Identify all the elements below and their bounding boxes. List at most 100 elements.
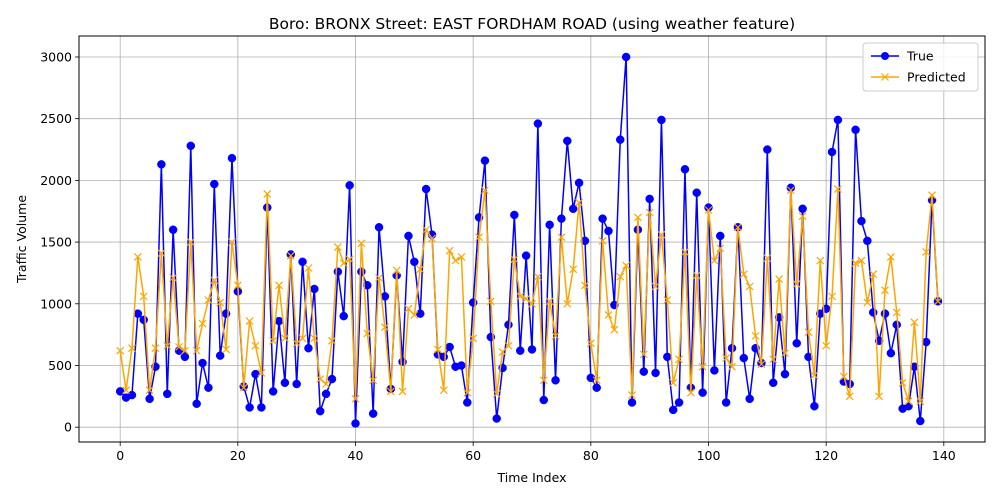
data-point-predicted	[116, 346, 125, 355]
data-point-true	[268, 387, 278, 396]
data-point-true	[127, 390, 137, 400]
data-point-true	[721, 398, 731, 407]
data-point-predicted	[745, 282, 754, 291]
data-point-predicted	[245, 317, 254, 325]
data-point-true	[533, 119, 543, 128]
data-point-predicted	[328, 336, 336, 345]
data-point-predicted	[216, 298, 225, 307]
data-point-predicted	[604, 310, 613, 319]
data-point-predicted	[239, 383, 248, 392]
data-point-true	[592, 383, 601, 392]
data-point-predicted	[928, 191, 936, 200]
data-point-true	[615, 135, 625, 144]
axis-ticks: 0 20 40 60 80 100 120 140 0 500 1000 1500 2000 2500 30…	[40, 49, 956, 463]
data-point-true	[204, 383, 213, 392]
data-point-true	[680, 165, 690, 174]
legend: True Predicted	[862, 42, 979, 92]
data-point-predicted	[445, 246, 454, 255]
data-point-predicted	[851, 259, 860, 267]
data-point-predicted	[151, 344, 160, 353]
data-point-predicted	[922, 248, 931, 256]
data-point-predicted	[486, 297, 495, 306]
data-point-predicted	[863, 298, 872, 307]
data-point-predicted	[792, 280, 801, 288]
data-point-predicted	[545, 297, 554, 306]
data-point-predicted	[139, 292, 148, 301]
data-point-predicted	[175, 343, 183, 351]
data-point-true	[363, 281, 372, 290]
data-point-true	[445, 342, 454, 352]
data-point-true	[463, 398, 472, 407]
data-point-true	[139, 315, 148, 325]
data-point-predicted	[698, 362, 707, 371]
data-point-true	[227, 153, 237, 163]
data-point-predicted	[710, 256, 719, 265]
data-point-true	[186, 141, 196, 151]
data-point-predicted	[304, 264, 313, 272]
x-tick-label: 20	[230, 448, 246, 463]
legend-marker-true	[881, 52, 889, 60]
data-point-predicted	[292, 339, 301, 348]
data-point-true	[315, 406, 325, 416]
y-tick-label: 1500	[40, 235, 72, 250]
data-point-predicted	[739, 270, 748, 279]
data-point-true	[345, 181, 354, 190]
data-point-true	[916, 416, 925, 426]
x-tick-label: 40	[348, 448, 364, 463]
data-point-predicted	[904, 397, 913, 406]
data-point-true	[639, 367, 649, 376]
data-point-true	[504, 320, 513, 330]
data-point-predicted	[675, 355, 684, 364]
data-point-predicted	[692, 271, 701, 280]
data-point-true	[604, 226, 613, 236]
data-point-predicted	[298, 334, 307, 343]
x-tick-label: 120	[814, 448, 838, 463]
y-tick-label: 1000	[40, 296, 72, 311]
data-point-predicted	[133, 252, 142, 261]
data-point-true	[304, 343, 313, 353]
data-point-predicted	[757, 360, 766, 369]
chart-title: Boro: BRONX Street: EAST FORDHAM ROAD (u…	[269, 15, 795, 33]
data-point-predicted	[522, 294, 531, 303]
x-tick-label: 60	[465, 448, 481, 463]
data-point-predicted	[733, 223, 742, 232]
data-point-predicted	[592, 376, 601, 385]
data-point-predicted	[269, 336, 278, 345]
data-point-true	[710, 366, 719, 375]
data-point-true	[886, 348, 896, 358]
y-tick-label: 2500	[40, 111, 72, 126]
data-point-true	[168, 225, 178, 234]
data-point-predicted	[910, 318, 919, 327]
data-point-predicted	[463, 388, 472, 397]
data-point-true	[892, 320, 902, 330]
data-point-predicted	[681, 248, 689, 256]
data-point-true	[404, 231, 413, 241]
data-point-predicted	[339, 259, 348, 267]
data-point-predicted	[810, 371, 819, 380]
data-point-true	[663, 352, 672, 362]
data-point-true	[162, 389, 172, 399]
data-point-true	[568, 204, 578, 214]
legend-box	[862, 42, 979, 92]
data-point-true	[480, 156, 490, 165]
data-point-predicted	[822, 341, 831, 350]
data-point-predicted	[639, 350, 648, 359]
data-point-predicted	[122, 386, 130, 395]
data-point-predicted	[633, 213, 642, 222]
data-point-true	[551, 376, 560, 385]
series-predicted	[116, 185, 942, 406]
data-point-predicted	[563, 299, 572, 308]
data-point-true	[339, 311, 348, 321]
data-point-true	[780, 369, 790, 379]
data-point-predicted	[475, 233, 483, 242]
data-point-predicted	[128, 344, 136, 353]
data-point-true	[563, 136, 572, 146]
data-point-predicted	[363, 329, 372, 338]
data-point-predicted	[198, 319, 207, 328]
data-point-predicted	[510, 255, 519, 264]
data-point-predicted	[351, 394, 360, 403]
data-point-predicted	[375, 273, 383, 282]
data-point-predicted	[169, 273, 178, 282]
